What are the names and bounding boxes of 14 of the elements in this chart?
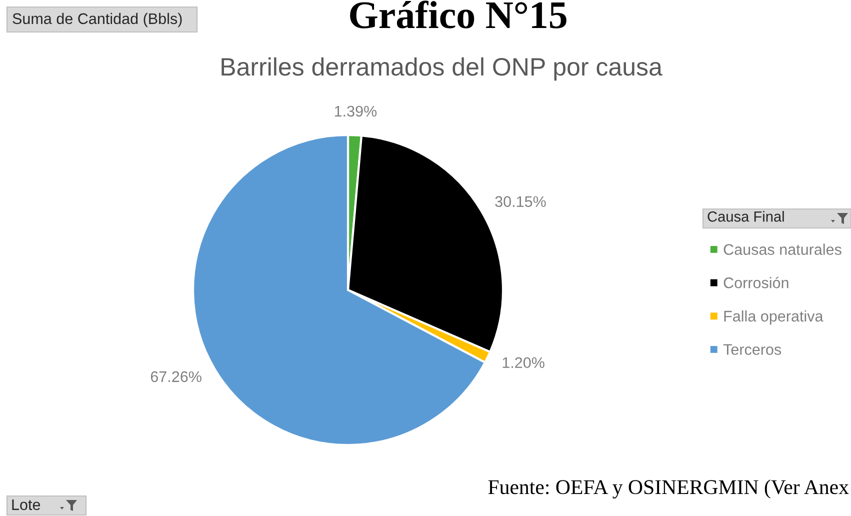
chart-title: Gráfico N°15	[350, 0, 566, 28]
text: Suma de Cantidad (Bbls)	[12, 12, 182, 28]
legend-label: Causas naturales	[724, 244, 842, 255]
legend-title: Causa Final	[708, 211, 784, 222]
source-note: Fuente: OEFA y OSINERGMIN (Ver Anex	[488, 480, 849, 498]
data-label: 30.15%	[495, 196, 546, 207]
legend-label: Falla operativa	[724, 310, 824, 325]
data-label: 1.39%	[334, 106, 377, 117]
text: Lote	[12, 499, 40, 510]
data-label: 1.20%	[502, 357, 544, 368]
chart-subtitle: Barriles derramados del ONP por causa	[222, 57, 662, 81]
legend-label: Corrosión	[724, 276, 788, 288]
data-label: 67.26%	[150, 371, 202, 382]
legend-label: Terceros	[723, 344, 782, 355]
